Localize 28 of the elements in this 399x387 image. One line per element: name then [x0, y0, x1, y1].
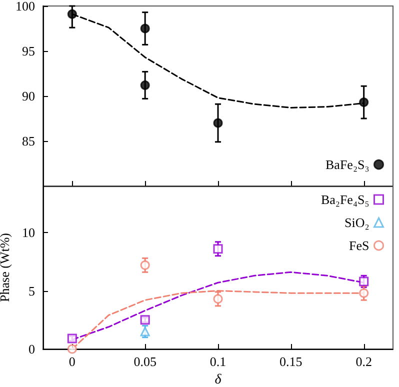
x-axis-title: δ: [214, 372, 222, 387]
x-tick-label: 0.05: [134, 354, 156, 369]
y-tick-label: 100: [16, 0, 35, 14]
point: [67, 9, 77, 19]
legend-label: BaFe₂S₃: [326, 157, 370, 172]
point: [67, 344, 77, 354]
point: [359, 98, 369, 108]
point: [140, 80, 150, 90]
y-tick-label: 90: [22, 88, 35, 104]
point: [140, 326, 150, 336]
y-tick-label: 0: [28, 342, 35, 356]
y-tick-label: 10: [22, 225, 35, 240]
y-tick-label: 5: [28, 283, 35, 298]
legend-label: Ba₂Fe₄S₅: [320, 192, 370, 207]
x-tick-label: 0.1: [210, 354, 226, 369]
y-axis-title: Phase (Wt%): [0, 233, 12, 302]
point: [140, 260, 150, 270]
x-tick-label: 0.2: [356, 354, 372, 369]
legend-label: FeS: [349, 238, 370, 253]
point: [140, 24, 150, 34]
point: [213, 244, 223, 254]
y-tick-label: 95: [22, 44, 35, 58]
point: [213, 118, 223, 128]
x-tick-label: 0.15: [280, 354, 302, 369]
y-tick-label: 85: [22, 134, 35, 148]
point: [213, 294, 223, 304]
legend-label: SiO₂: [344, 215, 370, 230]
x-tick-label: 0: [68, 354, 76, 369]
